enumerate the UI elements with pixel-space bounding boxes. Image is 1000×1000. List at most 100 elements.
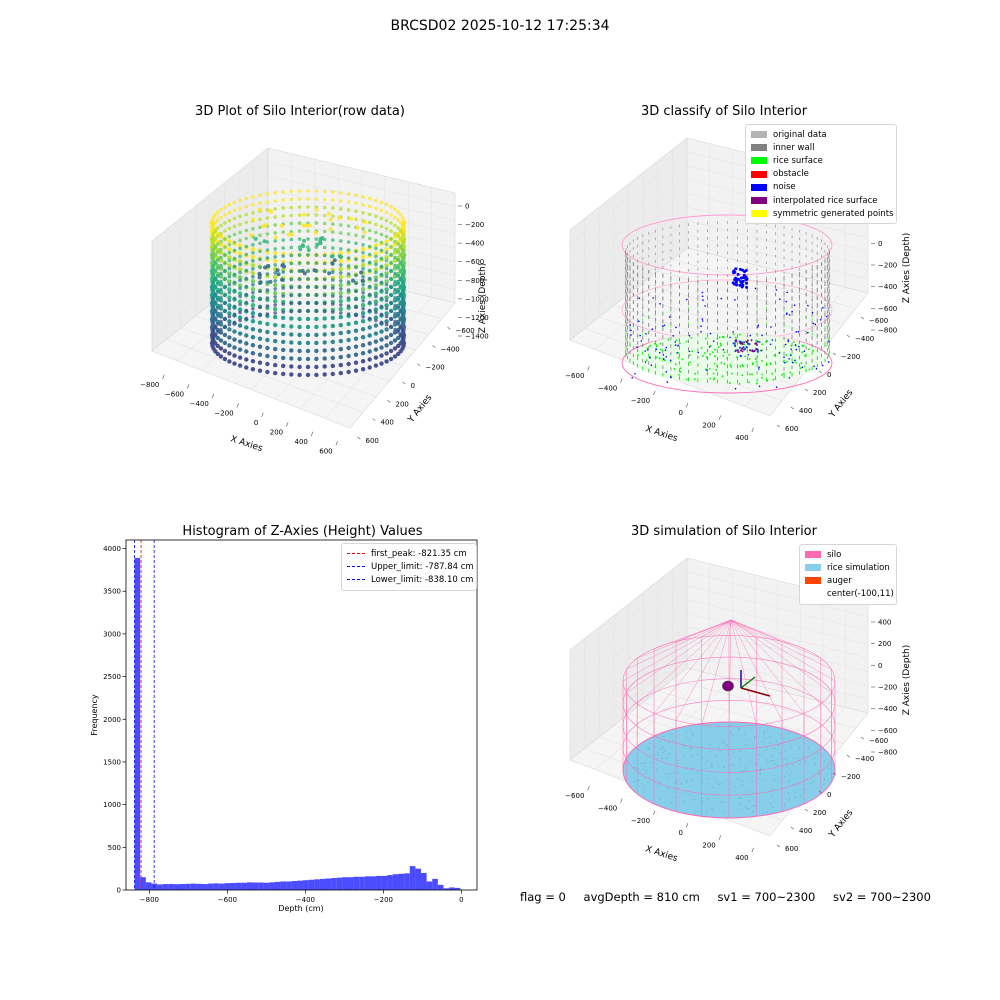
noise-point xyxy=(771,339,774,341)
wall-point xyxy=(637,348,639,353)
rice-mesh-point xyxy=(799,796,801,798)
axis-tick xyxy=(620,378,623,383)
histogram-bar xyxy=(286,881,292,890)
axis-tick-label: −400 xyxy=(441,345,460,353)
wall-point xyxy=(775,285,776,289)
rice-surface-point xyxy=(739,333,741,336)
wall-point xyxy=(821,247,822,250)
point-column-dot xyxy=(401,274,406,278)
point-column-dot xyxy=(227,226,232,231)
wall-point xyxy=(816,244,818,248)
point-column-dot xyxy=(237,355,243,360)
axis-tick xyxy=(832,352,836,356)
point-column-dot xyxy=(339,231,343,235)
wall-point xyxy=(828,324,830,327)
point-column-dot xyxy=(400,335,405,340)
point-column-dot xyxy=(396,266,401,270)
interior-point xyxy=(307,223,312,228)
rice-mesh-point xyxy=(691,755,692,757)
wall-point xyxy=(625,319,627,323)
rice-surface-point xyxy=(688,354,691,357)
rice-mesh-point xyxy=(767,761,769,763)
wall-point xyxy=(756,325,758,329)
wall-point xyxy=(642,333,644,336)
point-column-dot xyxy=(227,327,232,332)
rice-surface-point xyxy=(717,346,720,349)
point-column-dot xyxy=(218,314,224,319)
legend-swatch xyxy=(347,579,365,581)
point-column-dot xyxy=(227,210,232,215)
interior-point xyxy=(360,278,365,283)
point-column-dot xyxy=(400,271,405,276)
axis-tick-label: 0 xyxy=(878,662,882,670)
point-column-dot xyxy=(210,290,215,294)
point-column-dot xyxy=(232,337,237,342)
histogram-chart[interactable]: −800 −600 −400 −200 0 0500100015002000250030… xyxy=(80,535,490,920)
wall-point xyxy=(737,319,738,323)
rice-surface-point xyxy=(772,378,775,381)
point-column-dot xyxy=(396,314,401,318)
wall-point xyxy=(766,301,767,306)
rice-mesh-point xyxy=(783,805,785,807)
point-column-dot xyxy=(379,345,384,350)
wall-point xyxy=(821,277,822,281)
wall-point xyxy=(805,254,807,258)
rice-mesh-point xyxy=(771,796,773,797)
point-column-dot xyxy=(297,340,302,346)
wall-point xyxy=(746,364,748,368)
wall-point xyxy=(670,336,672,341)
wall-point xyxy=(629,297,631,302)
point-column-dot xyxy=(331,246,335,250)
wall-point xyxy=(826,275,828,279)
axis-tick-label: −600 xyxy=(878,727,897,735)
point-column-dot xyxy=(305,356,311,362)
rice-surface-point xyxy=(766,340,769,343)
point-column-dot xyxy=(353,368,359,373)
auger-center-marker xyxy=(722,680,734,692)
rice-mesh-point xyxy=(730,733,732,734)
rice-mesh-point xyxy=(705,761,707,763)
point-column-dot xyxy=(306,277,310,281)
rice-mesh-point xyxy=(737,777,739,779)
classify-z-axis-label: Z Axies (Depth) xyxy=(902,233,912,304)
point-column-dot xyxy=(232,280,237,285)
axis-tick-label: 600 xyxy=(785,845,798,853)
noise-cluster-point xyxy=(734,267,738,271)
legend-label: obstacle xyxy=(773,169,809,180)
wall-point xyxy=(811,275,813,279)
axis-tick-label: −200 xyxy=(465,221,484,229)
floor-gridline xyxy=(672,679,856,729)
rice-mesh-point xyxy=(644,766,646,768)
axis-tick-label: −200 xyxy=(841,353,860,361)
rice-mesh-point xyxy=(779,734,781,736)
point-column-dot xyxy=(218,354,224,359)
point-column-dot xyxy=(367,228,372,233)
rice-surface-point xyxy=(755,360,758,363)
y-tick-label: 500 xyxy=(108,844,121,852)
wall-point xyxy=(783,302,785,305)
wall-point xyxy=(688,322,689,325)
rice-surface-point xyxy=(705,356,708,359)
rice-surface-point xyxy=(755,339,757,342)
interior-point xyxy=(279,223,284,228)
noise-cluster-point xyxy=(733,270,737,274)
wall-point xyxy=(662,258,664,261)
point-column-dot xyxy=(297,213,302,217)
point-column-dot xyxy=(367,212,372,217)
point-column-dot xyxy=(305,372,311,378)
rice-mesh-point xyxy=(649,743,651,744)
point-column-dot xyxy=(393,215,397,220)
point-column-dot xyxy=(244,357,249,362)
point-column-dot xyxy=(314,301,319,305)
point-column-dot xyxy=(237,291,243,296)
silo-roof-line xyxy=(701,619,732,726)
wall-point xyxy=(766,347,767,351)
point-column-dot xyxy=(297,324,302,330)
point-column-dot xyxy=(237,315,243,320)
wall-point xyxy=(811,257,813,260)
y-tick-label: 2000 xyxy=(103,716,121,724)
wall-point xyxy=(670,271,672,275)
